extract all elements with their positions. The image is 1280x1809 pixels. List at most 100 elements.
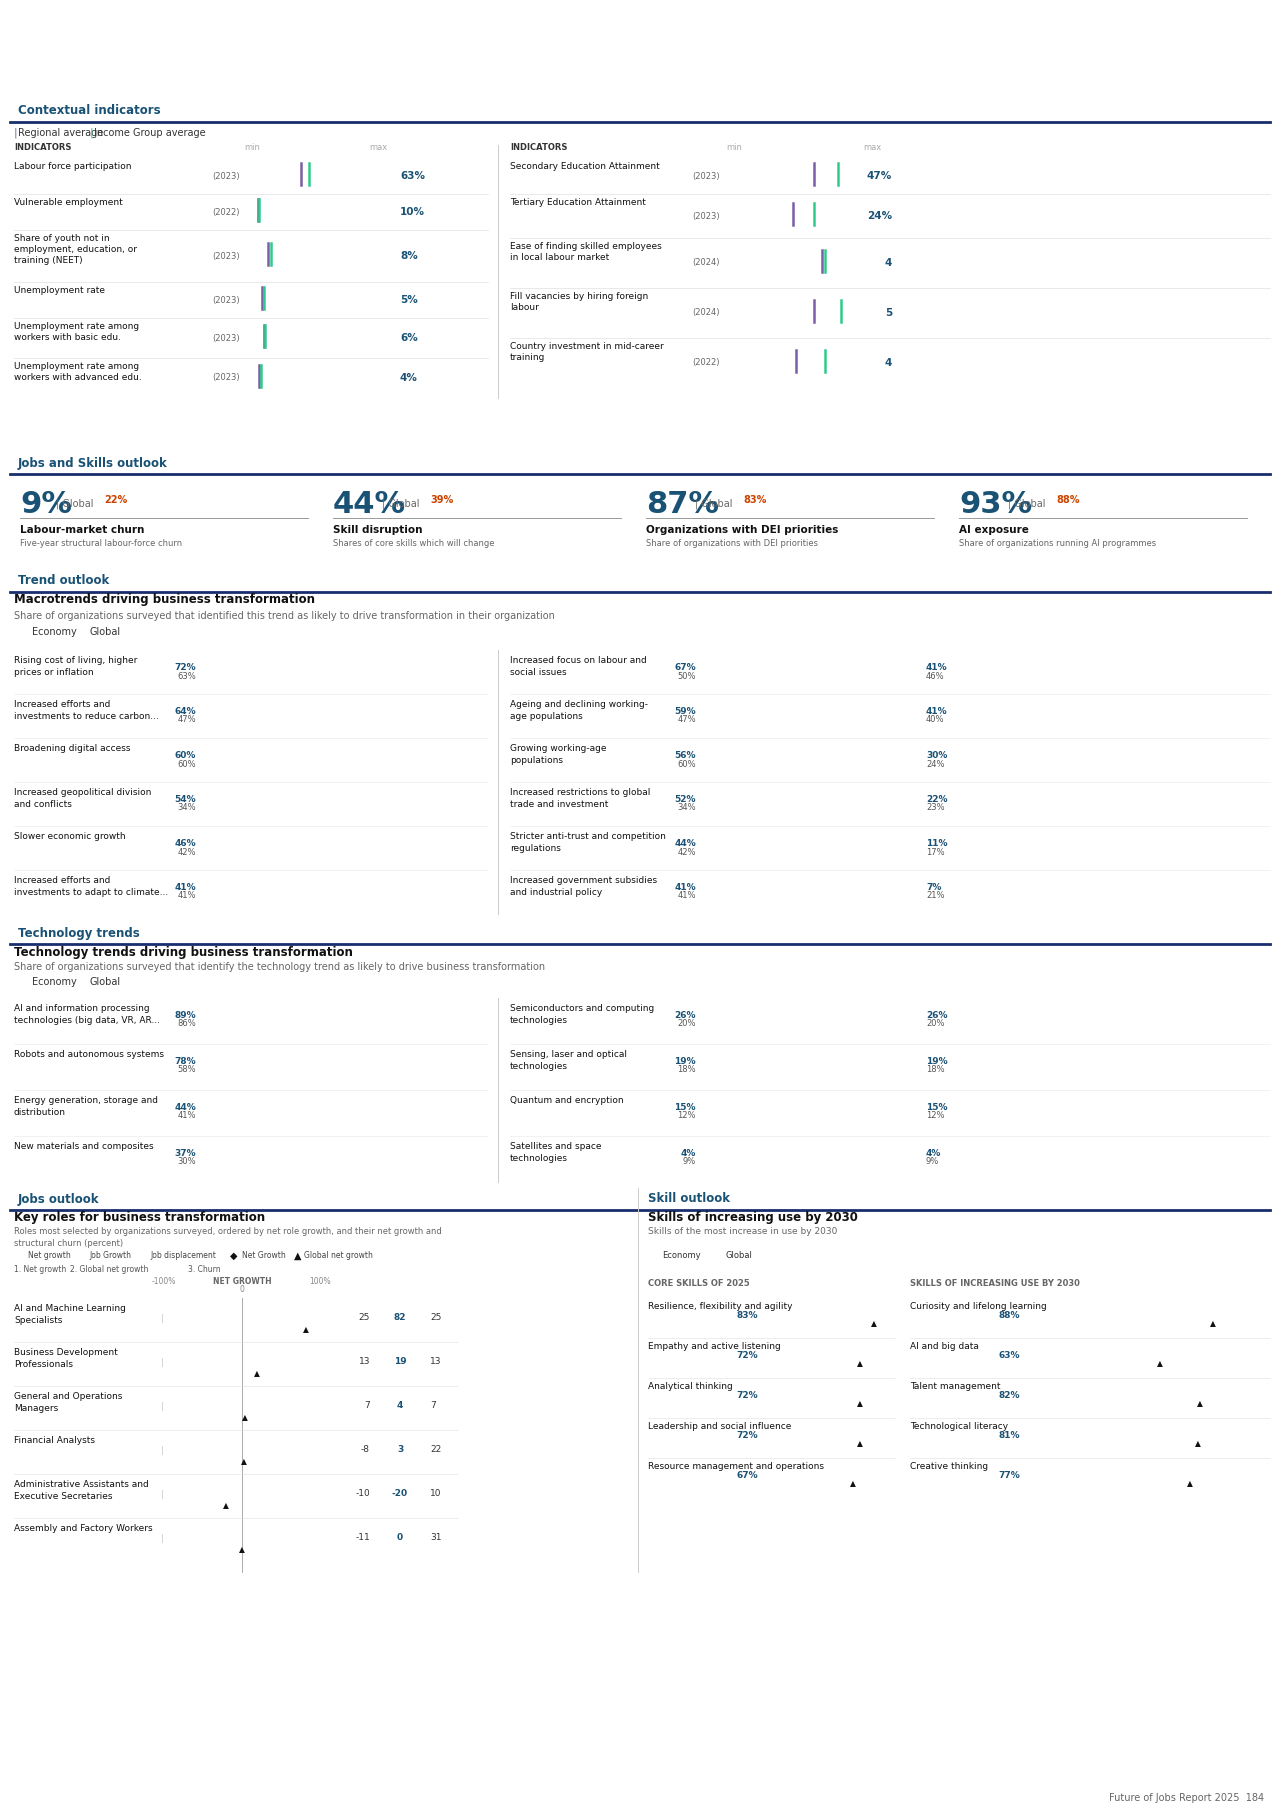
Text: 63%: 63% [177, 671, 196, 680]
Text: 93%: 93% [959, 490, 1032, 519]
Text: 7: 7 [430, 1402, 435, 1411]
Text: 2. Global net growth: 2. Global net growth [70, 1266, 148, 1275]
Text: 72%: 72% [736, 1391, 758, 1400]
Text: 47%: 47% [178, 716, 196, 724]
Text: technologies (big data, VR, AR...: technologies (big data, VR, AR... [14, 1017, 160, 1026]
Text: INDICATORS: INDICATORS [509, 143, 567, 152]
Text: 26%: 26% [925, 1011, 947, 1020]
Text: Leadership and social influence: Leadership and social influence [648, 1422, 791, 1431]
Text: 1. Net growth: 1. Net growth [14, 1266, 67, 1275]
Text: 26%: 26% [675, 1011, 696, 1020]
Text: Assembly and Factory Workers: Assembly and Factory Workers [14, 1523, 152, 1532]
Text: Shares of core skills which will change: Shares of core skills which will change [333, 539, 494, 548]
Text: technologies: technologies [509, 1017, 568, 1026]
Text: 8%: 8% [399, 251, 417, 260]
Text: 24%: 24% [925, 760, 945, 769]
Text: Skill disruption: Skill disruption [333, 525, 422, 535]
Text: ▲: ▲ [856, 1360, 863, 1368]
Text: Robots and autonomous systems: Robots and autonomous systems [14, 1049, 164, 1058]
Text: 44%: 44% [174, 1102, 196, 1111]
Text: INDICATORS: INDICATORS [14, 143, 72, 152]
Text: min: min [726, 143, 742, 152]
Text: 39%: 39% [430, 496, 453, 505]
Text: 4: 4 [884, 358, 892, 367]
Text: 44%: 44% [333, 490, 406, 519]
Text: employment, education, or: employment, education, or [14, 244, 137, 253]
Text: Increased focus on labour and: Increased focus on labour and [509, 657, 646, 666]
Text: 58%: 58% [178, 1066, 196, 1075]
Text: 0: 0 [239, 1286, 244, 1295]
Text: 18%: 18% [677, 1066, 696, 1075]
Text: 34%: 34% [178, 803, 196, 812]
Text: Job displacement: Job displacement [150, 1252, 216, 1261]
Text: 88%: 88% [998, 1312, 1020, 1321]
Text: investments to reduce carbon...: investments to reduce carbon... [14, 713, 159, 722]
Text: Global: Global [90, 977, 122, 988]
Text: 9%: 9% [682, 1158, 696, 1167]
Text: 86%: 86% [177, 1020, 196, 1029]
Text: -11: -11 [356, 1534, 370, 1543]
Text: ▲: ▲ [870, 1319, 877, 1328]
Text: Net Growth: Net Growth [242, 1252, 285, 1261]
Text: ▲: ▲ [856, 1400, 863, 1409]
Text: 3: 3 [397, 1445, 403, 1454]
Text: Increased efforts and: Increased efforts and [14, 876, 110, 885]
Text: Managers: Managers [14, 1404, 59, 1413]
Text: 23%: 23% [925, 803, 945, 812]
Text: AI exposure: AI exposure [959, 525, 1029, 535]
Text: -100%: -100% [152, 1277, 177, 1286]
Text: 10: 10 [430, 1489, 442, 1498]
Text: Secondary Education Attainment: Secondary Education Attainment [509, 163, 659, 172]
Text: and industrial policy: and industrial policy [509, 888, 603, 897]
Text: 22: 22 [430, 1445, 442, 1454]
Text: Sensing, laser and optical: Sensing, laser and optical [509, 1049, 627, 1058]
Text: Growing working-age: Growing working-age [509, 743, 607, 753]
Text: 82%: 82% [998, 1391, 1020, 1400]
Text: Executive Secretaries: Executive Secretaries [14, 1492, 113, 1501]
Text: ▲: ▲ [1210, 1319, 1216, 1328]
Text: (2024): (2024) [692, 259, 719, 268]
Text: Professionals: Professionals [14, 1360, 73, 1369]
Text: Global: Global [726, 1252, 753, 1261]
Text: Resilience, flexibility and agility: Resilience, flexibility and agility [648, 1302, 792, 1312]
Text: SKILLS OF INCREASING USE BY 2030: SKILLS OF INCREASING USE BY 2030 [910, 1279, 1080, 1288]
Text: 22%: 22% [104, 496, 127, 505]
Text: Labour-market churn: Labour-market churn [20, 525, 145, 535]
Text: 7.9: 7.9 [1204, 51, 1265, 85]
Text: Economy: Economy [32, 628, 77, 637]
Text: 42%: 42% [178, 847, 196, 856]
Text: Portugal: Portugal [15, 51, 177, 85]
Text: 31: 31 [430, 1534, 442, 1543]
Text: 19%: 19% [925, 1056, 947, 1066]
Text: 1 / 2: 1 / 2 [628, 16, 652, 27]
Text: (2023): (2023) [212, 333, 241, 342]
Text: 9%: 9% [20, 490, 72, 519]
Text: 56%: 56% [675, 751, 696, 760]
Text: ▲: ▲ [1196, 1440, 1201, 1449]
Text: 4%: 4% [681, 1149, 696, 1158]
Text: Share of organizations running AI programmes: Share of organizations running AI progra… [959, 539, 1156, 548]
Text: 20%: 20% [925, 1020, 945, 1029]
Text: Job Growth: Job Growth [90, 1252, 131, 1261]
Text: (2022): (2022) [212, 208, 241, 217]
Text: 41%: 41% [677, 892, 696, 901]
Text: Jobs and Skills outlook: Jobs and Skills outlook [18, 456, 168, 470]
Text: trade and investment: trade and investment [509, 800, 608, 809]
Text: -8: -8 [361, 1445, 370, 1454]
Text: 82: 82 [394, 1313, 406, 1322]
Text: Trend outlook: Trend outlook [18, 575, 109, 588]
Text: Vulnerable employment: Vulnerable employment [14, 197, 123, 206]
Text: 60%: 60% [178, 760, 196, 769]
Text: 41%: 41% [178, 892, 196, 901]
Text: investments to adapt to climate...: investments to adapt to climate... [14, 888, 168, 897]
Text: 50%: 50% [677, 671, 696, 680]
Text: ▲: ▲ [294, 1252, 302, 1261]
Text: 46%: 46% [925, 671, 945, 680]
Text: Satellites and space: Satellites and space [509, 1141, 602, 1151]
Text: | Global: | Global [56, 499, 93, 510]
Text: structural churn (percent): structural churn (percent) [14, 1239, 123, 1248]
Text: Tertiary Education Attainment: Tertiary Education Attainment [509, 197, 646, 206]
Text: 5: 5 [884, 308, 892, 318]
Text: Creative thinking: Creative thinking [910, 1462, 988, 1471]
Text: Broadening digital access: Broadening digital access [14, 743, 131, 753]
